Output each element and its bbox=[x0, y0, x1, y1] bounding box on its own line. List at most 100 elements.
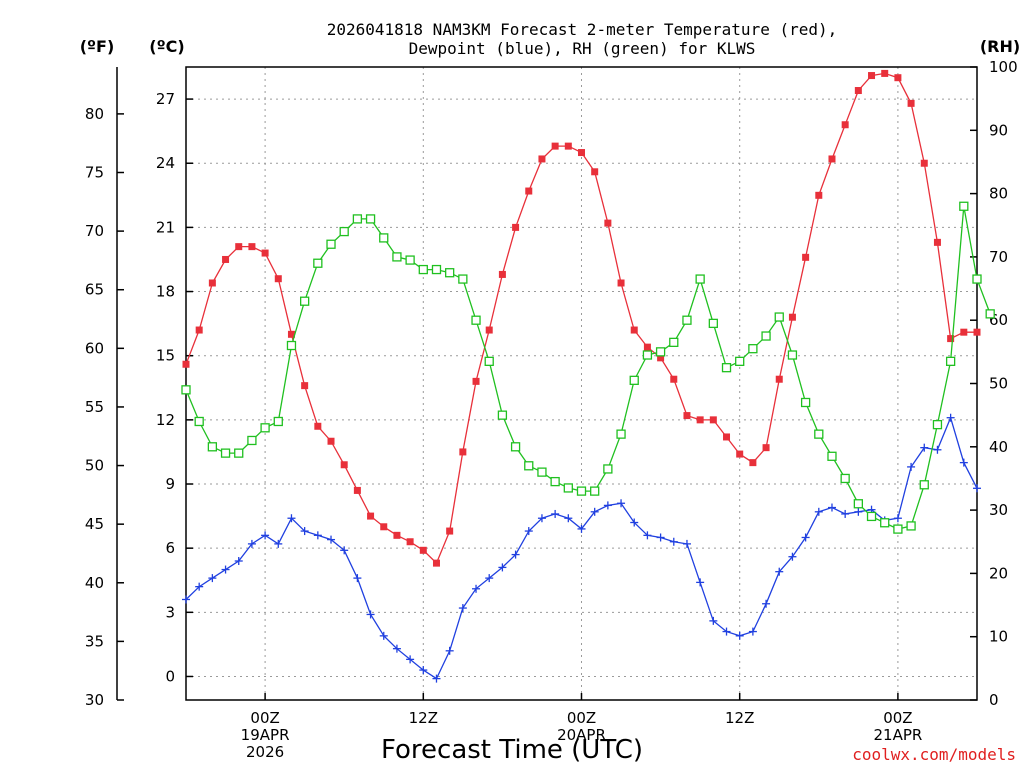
temperature-point bbox=[248, 243, 256, 251]
celsius-tick-label: 15 bbox=[156, 347, 175, 365]
dewpoint-point bbox=[458, 604, 467, 613]
temperature-point bbox=[657, 354, 665, 362]
rh-point bbox=[431, 264, 442, 275]
rh-point bbox=[814, 429, 824, 439]
dewpoint-point bbox=[537, 514, 546, 523]
dewpoint-point bbox=[432, 674, 441, 683]
temperature-point bbox=[736, 450, 744, 458]
rh-point bbox=[880, 518, 890, 528]
rh-point bbox=[840, 473, 850, 484]
celsius-tick-label: 21 bbox=[156, 218, 175, 236]
rh-point bbox=[352, 214, 363, 224]
dewpoint-point bbox=[195, 582, 204, 591]
rh-point bbox=[695, 274, 705, 284]
temperature-point bbox=[920, 159, 928, 167]
fahrenheit-unit-label: (ºF) bbox=[80, 37, 115, 56]
temperature-point bbox=[564, 142, 572, 150]
rh-point bbox=[484, 356, 494, 366]
temperature-point bbox=[841, 121, 849, 129]
rh-tick-label: 30 bbox=[989, 501, 1008, 519]
dewpoint-point bbox=[801, 533, 810, 542]
dewpoint-point bbox=[959, 458, 968, 467]
x-tick-label: 00Z bbox=[883, 709, 912, 727]
rh-point bbox=[563, 483, 573, 493]
dewpoint-point bbox=[485, 574, 494, 583]
dewpoint-point bbox=[827, 503, 836, 512]
dewpoint-point bbox=[564, 514, 573, 523]
temperature-point bbox=[643, 343, 651, 351]
rh-point bbox=[471, 315, 481, 325]
dewpoint-point bbox=[313, 531, 322, 540]
rh-point bbox=[510, 442, 521, 452]
rh-point bbox=[313, 258, 323, 268]
temperature-point bbox=[208, 279, 216, 287]
temperature-point bbox=[551, 142, 559, 150]
dewpoint-point bbox=[300, 527, 309, 536]
temperature-point bbox=[301, 382, 309, 390]
rh-point bbox=[655, 347, 666, 357]
temperature-point bbox=[472, 377, 480, 385]
rh-point bbox=[365, 214, 376, 224]
temperature-point bbox=[604, 219, 612, 227]
fahrenheit-tick-label: 65 bbox=[85, 281, 104, 299]
dewpoint-point bbox=[722, 627, 731, 636]
celsius-tick-label: 18 bbox=[156, 283, 175, 301]
rh-point bbox=[721, 363, 732, 373]
dewpoint-point bbox=[353, 574, 362, 583]
celsius-unit-label: (ºC) bbox=[149, 37, 184, 56]
dewpoint-point bbox=[682, 539, 691, 548]
dewpoint-point bbox=[630, 518, 639, 527]
temperature-point bbox=[222, 255, 230, 263]
rh-point bbox=[774, 312, 784, 322]
dewpoint-point bbox=[854, 507, 863, 516]
rh-point bbox=[893, 524, 903, 534]
rh-point bbox=[207, 442, 218, 452]
rh-point bbox=[972, 274, 982, 284]
dewpoint-point bbox=[182, 595, 190, 604]
temperature-point bbox=[828, 155, 836, 163]
dewpoint-point bbox=[656, 533, 665, 542]
x-tick-label: 12Z bbox=[409, 709, 438, 727]
dewpoint-point bbox=[221, 565, 230, 574]
credit-text: coolwx.com/models bbox=[852, 745, 1016, 764]
temperature-point bbox=[498, 270, 506, 278]
rh-point bbox=[418, 264, 428, 275]
temperature-point bbox=[894, 74, 902, 82]
temperature-point bbox=[762, 444, 770, 452]
temperature-point bbox=[630, 326, 638, 334]
temperature-point bbox=[525, 187, 533, 195]
temperature-point bbox=[327, 437, 335, 445]
rh-point bbox=[616, 429, 626, 439]
x-tick-label: 20APR bbox=[557, 726, 606, 744]
temperature-point bbox=[709, 416, 717, 424]
rh-point bbox=[603, 464, 613, 474]
temperature-point bbox=[235, 243, 243, 251]
rh-point bbox=[590, 486, 600, 496]
dewpoint-point bbox=[524, 527, 533, 536]
dewpoint-point bbox=[234, 556, 243, 565]
celsius-tick-label: 6 bbox=[165, 539, 175, 557]
rh-point bbox=[761, 331, 771, 341]
temperature-point bbox=[683, 412, 691, 420]
dewpoint-point bbox=[551, 509, 560, 518]
x-tick-label: 21APR bbox=[873, 726, 922, 744]
rh-tick-label: 0 bbox=[989, 691, 999, 709]
dewpoint-point bbox=[973, 484, 981, 493]
dewpoint-point bbox=[208, 574, 217, 583]
rh-tick-label: 70 bbox=[989, 248, 1008, 266]
temperature-point bbox=[274, 275, 282, 283]
rh-point bbox=[445, 268, 455, 278]
fahrenheit-tick-label: 35 bbox=[85, 632, 104, 650]
celsius-tick-label: 9 bbox=[165, 475, 175, 493]
dewpoint-point bbox=[603, 501, 612, 510]
rh-point bbox=[906, 521, 916, 531]
x-tick-label: 00Z bbox=[567, 709, 596, 727]
temperature-point bbox=[419, 546, 427, 554]
temperature-point bbox=[775, 375, 783, 383]
celsius-tick-label: 24 bbox=[156, 154, 175, 172]
dewpoint-point bbox=[445, 646, 454, 655]
temperature-point bbox=[195, 326, 203, 334]
rh-tick-label: 80 bbox=[989, 185, 1008, 203]
rh-unit-label: (RH) bbox=[980, 37, 1020, 56]
